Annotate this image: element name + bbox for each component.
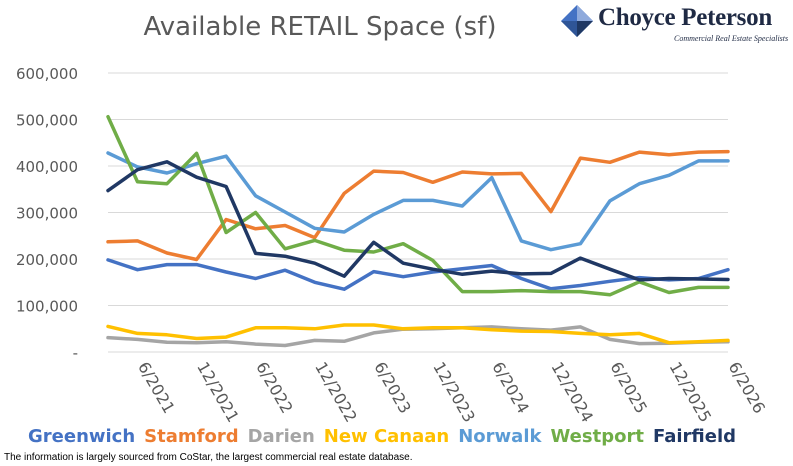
series-line-norwalk [106, 151, 730, 252]
x-tick-label: 12/2025 [665, 359, 715, 426]
y-tick-label: - [73, 344, 78, 362]
company-logo: Choyce Peterson Commercial Real Estate S… [560, 4, 788, 48]
series-line-stamford [106, 149, 730, 262]
legend-entry-fairfield: Fairfield [652, 426, 736, 447]
diamond-logo-icon [561, 5, 593, 37]
legend-entry-new-canaan: New Canaan [323, 426, 450, 447]
x-tick-label: 6/2023 [370, 359, 415, 417]
x-tick-label: 12/2021 [193, 359, 243, 426]
y-tick-label: 300,000 [16, 205, 78, 223]
y-tick-label: 600,000 [16, 65, 78, 83]
series-line-new-canaan [106, 323, 730, 345]
x-tick-label: 6/2026 [725, 359, 770, 417]
logo-name: Choyce Peterson [598, 4, 772, 31]
legend-entry-westport: Westport [550, 426, 644, 447]
series-line-fairfield [106, 160, 730, 282]
y-tick-label: 100,000 [16, 298, 78, 316]
x-tick-label: 12/2024 [547, 359, 597, 426]
x-tick-label: 6/2022 [252, 359, 297, 417]
logo-tagline: Commercial Real Estate Specialists [674, 34, 789, 43]
x-tick-label: 6/2021 [134, 359, 179, 417]
chart-legend: Greenwich Stamford Darien New Canaan Norwalk… [28, 426, 745, 447]
legend-entry-norwalk: Norwalk [458, 426, 542, 447]
legend-entry-greenwich: Greenwich [28, 426, 136, 447]
line-chart: - 100,000 200,000 300,000 400,000 500,000 600,… [16, 65, 770, 426]
y-tick-label: 200,000 [16, 251, 78, 269]
x-tick-label: 12/2022 [311, 359, 361, 426]
legend-entry-stamford: Stamford [144, 426, 239, 447]
x-tick-label: 6/2024 [488, 359, 533, 417]
chart-title: Available RETAIL Space (sf) [143, 12, 497, 42]
y-tick-label: 500,000 [16, 112, 78, 130]
legend-entry-darien: Darien [247, 426, 315, 447]
source-footnote: The information is largely sourced from … [4, 452, 413, 463]
y-tick-label: 400,000 [16, 158, 78, 176]
x-tick-label: 12/2023 [429, 359, 479, 426]
x-tick-label: 6/2025 [606, 359, 651, 417]
series-line-greenwich [106, 258, 730, 291]
series-line-westport [106, 114, 730, 297]
